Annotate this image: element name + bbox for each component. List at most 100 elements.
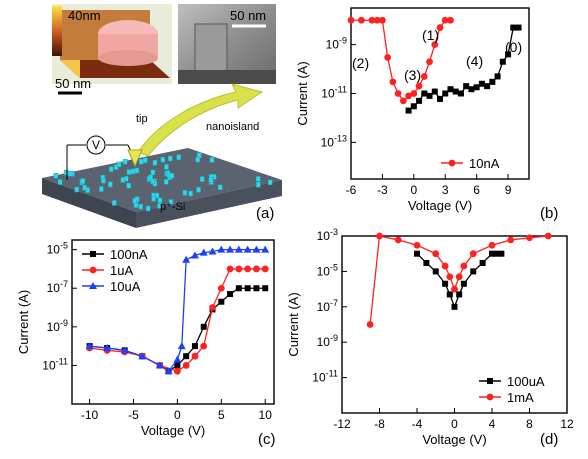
x-axis-label: Voltage (V) [141,423,205,438]
nanoisland-dot [196,186,201,193]
data-point [373,16,381,24]
tip-arrow-icon [137,83,264,157]
voltmeter-icon [86,135,106,155]
data-point [432,268,439,275]
panel-label: (c) [258,431,276,448]
data-point [441,262,449,270]
nanoisland-dot [63,169,69,176]
legend-entry: 1mA [507,390,534,405]
data-point [394,90,402,97]
data-point [421,90,428,97]
y-axis-label: Current (A) [295,61,310,125]
legend-marker [448,159,456,167]
y-tick-label: 10-7 [47,279,68,295]
nanoisland-dot [142,157,148,164]
nanoisland-dot [82,184,88,191]
tem-scale-label: 50 nm [230,8,266,23]
data-point [413,241,421,249]
data-point [460,280,467,287]
data-point [244,265,252,273]
legend-marker [90,251,96,257]
data-point [120,346,129,354]
x-tick-label: -3 [377,183,388,197]
data-point [446,273,454,281]
data-point [384,54,392,61]
nanoisland-dot [199,176,205,182]
data-point [489,78,496,85]
legend-entry: 1uA [110,263,133,278]
data-point [505,51,512,58]
curve-annotation: (4) [466,53,483,69]
nanoisland-dot [126,182,131,189]
nanoisland-dot [138,158,144,165]
data-point [200,323,207,330]
data-point [235,285,242,292]
nanoisland-dot [151,196,156,202]
x-tick-label: 8 [526,417,533,431]
data-series [366,232,552,328]
x-tick-label: 12 [560,417,574,431]
legend-entry: 10nA [469,156,500,171]
data-point [478,80,485,87]
x-tick-label: -6 [346,183,357,197]
nanoisland-dot [168,199,174,205]
nanoisland-dot [122,158,128,165]
data-point [468,86,475,93]
panel-d-chart: -12 -8 -4 0 4 8 12 10-3 10-5 10-7 10-9 10-11 Voltage… [286,227,574,448]
legend-marker [486,393,494,401]
series-line [89,268,266,372]
y-tick-label: 10-11 [42,356,68,372]
x-tick-label: -12 [333,417,351,431]
data-point [217,245,226,253]
data-point [182,255,191,263]
data-point [442,90,449,97]
nanoisland-dot [164,179,169,185]
nanoisland-dot [80,178,86,184]
data-point [410,103,417,110]
data-point [405,107,412,114]
nanoisland-dot [150,169,156,176]
data-point [437,95,443,102]
panel-c-chart: -10 -5 0 5 10 10-5 10-7 10-9 10-11 Voltage (V) Cur… [16,239,276,448]
y-axis-label: Current (A) [286,292,301,356]
data-point [473,84,480,91]
x-tick-label: 3 [442,183,449,197]
data-point [253,265,260,273]
panel-label: (b) [540,205,558,222]
data-point [164,367,173,375]
data-point [507,236,515,244]
x-tick-label: 6 [473,183,480,197]
y-tick-label: 10-9 [317,333,338,349]
data-point [183,353,190,360]
data-point [261,265,269,273]
nanoisland-dot [160,156,166,163]
data-series [414,250,505,310]
data-point [218,298,225,305]
curve-annotation: (2) [352,55,369,71]
nanoisland-dots [53,152,273,212]
data-point [470,268,477,275]
data-point [191,343,198,350]
nanoisland-dot [168,155,173,162]
data-point [217,284,225,292]
nanoisland-dot [108,181,113,188]
data-point [415,82,423,90]
legend-entry: 10uA [110,279,141,294]
nanoisland-dot [152,159,158,166]
nanoisland-dot [132,197,138,204]
data-point [253,285,260,292]
data-point [460,262,468,270]
nanoisland-dot [53,173,59,179]
nanoisland-dot [126,169,132,175]
data-point [226,265,234,273]
nanoisland-dot [157,197,163,204]
afm-height-label: 40nm [68,8,101,23]
nanoisland-dot [255,176,261,182]
tip-label: tip [136,113,148,125]
nanoisland-dot [134,167,140,174]
data-point [243,245,252,253]
x-axis-label: Voltage (V) [408,198,472,213]
nanoisland-dot [157,203,162,209]
nanoisland-dot [268,179,273,186]
